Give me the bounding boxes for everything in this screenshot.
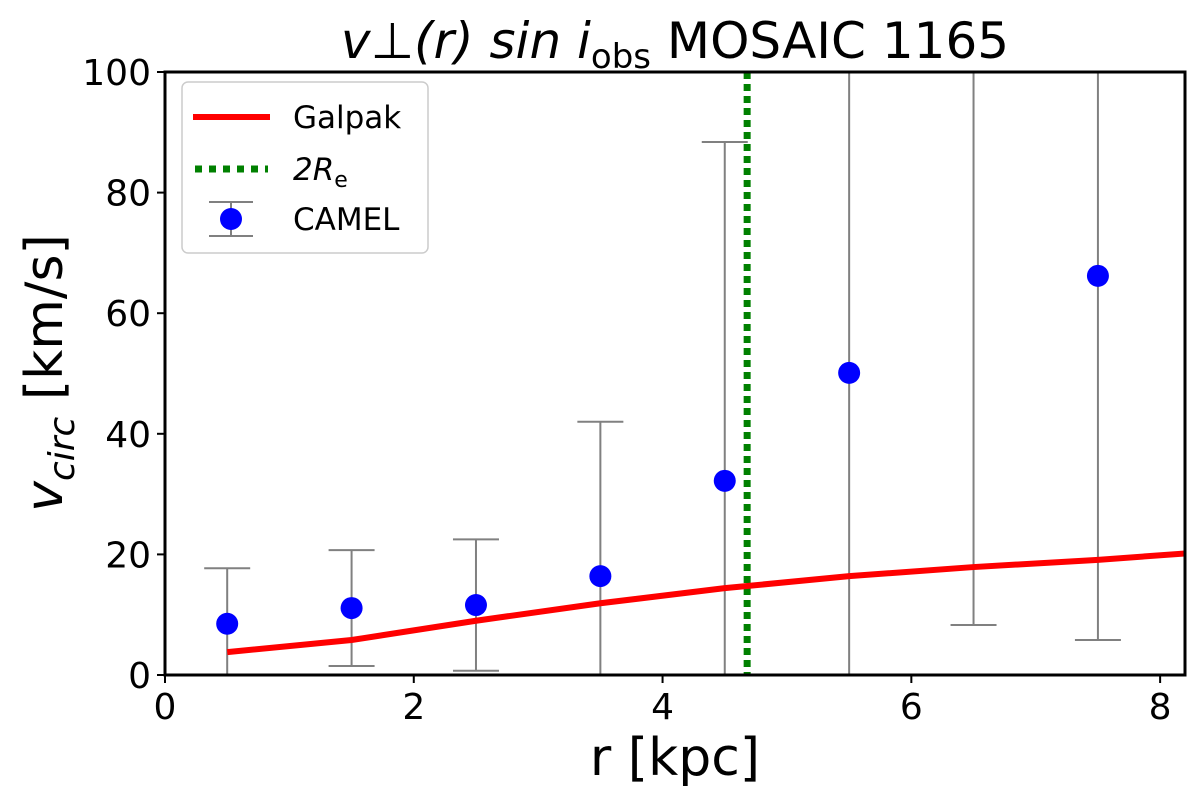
data-point bbox=[713, 469, 736, 492]
title-rest: MOSAIC 1165 bbox=[651, 12, 1009, 70]
y-tick-label: 60 bbox=[105, 294, 151, 335]
error-bar bbox=[1074, 72, 1121, 642]
title-main: v⊥(r) sin i bbox=[341, 12, 591, 70]
data-point bbox=[464, 594, 487, 617]
legend-label-main: 2R bbox=[293, 152, 334, 188]
y-label-main: v bbox=[15, 480, 75, 512]
x-tick-label: 6 bbox=[900, 687, 923, 728]
y-axis-label: vcirc [km/s] bbox=[15, 234, 83, 512]
galpak-line bbox=[226, 550, 1185, 656]
legend: Galpak 2Re CAMEL bbox=[181, 81, 429, 254]
legend-label-sub: e bbox=[334, 168, 348, 193]
data-point bbox=[1086, 264, 1109, 287]
legend-label: CAMEL bbox=[293, 202, 400, 238]
data-point bbox=[216, 612, 239, 635]
legend-label: 2Re bbox=[293, 152, 348, 193]
y-tick-label: 0 bbox=[128, 656, 151, 697]
y-tick-label: 100 bbox=[82, 53, 151, 94]
x-tick-label: 0 bbox=[154, 687, 177, 728]
data-point bbox=[838, 361, 861, 384]
plot-area bbox=[204, 72, 1185, 675]
x-axis-label: r [kpc] bbox=[590, 728, 760, 788]
title-sub: obs bbox=[591, 37, 651, 77]
y-tick-label: 80 bbox=[105, 174, 151, 215]
legend-box bbox=[181, 81, 429, 254]
error-bar bbox=[950, 72, 997, 626]
data-point bbox=[340, 597, 363, 620]
plot-frame bbox=[163, 70, 1187, 677]
legend-label: Galpak bbox=[293, 100, 401, 136]
y-tick-label: 20 bbox=[105, 535, 151, 576]
y-label-rest: [km/s] bbox=[15, 234, 75, 416]
legend-swatch bbox=[220, 208, 242, 230]
x-tick-label: 2 bbox=[402, 687, 425, 728]
data-point bbox=[589, 565, 612, 588]
y-label-sub: circ bbox=[42, 416, 83, 481]
x-tick-label: 4 bbox=[651, 687, 674, 728]
y-tick-label: 40 bbox=[105, 415, 151, 456]
chart-title: v⊥(r) sin iobs MOSAIC 1165 bbox=[341, 12, 1009, 77]
x-tick-label: 8 bbox=[1149, 687, 1172, 728]
